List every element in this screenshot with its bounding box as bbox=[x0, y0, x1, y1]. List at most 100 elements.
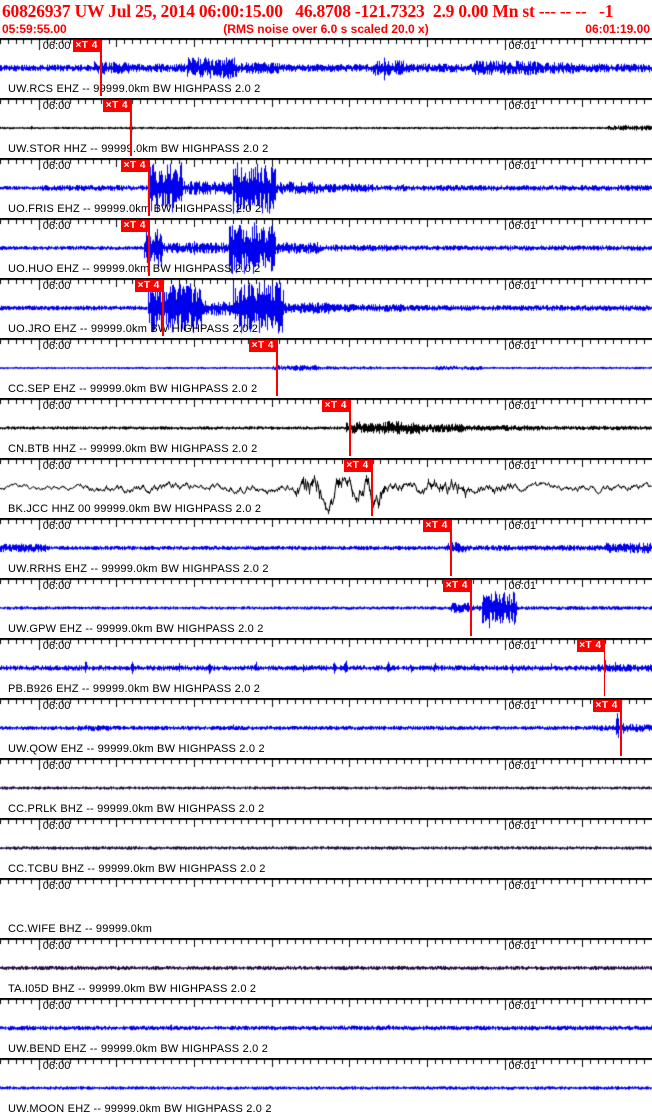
pick-flag[interactable]: ×T 4 bbox=[103, 100, 131, 112]
trace-row: 06:00 06:01 BK.JCC HHZ 00 99999.0km BW HIG… bbox=[0, 458, 652, 518]
minute-label: 06:01 bbox=[508, 640, 537, 652]
waveform-canvas[interactable] bbox=[0, 158, 652, 218]
pick-time-line[interactable] bbox=[349, 400, 351, 456]
pick-time-line[interactable] bbox=[148, 160, 150, 216]
pick-time-line[interactable] bbox=[620, 700, 622, 756]
minute-label: 06:00 bbox=[42, 700, 71, 712]
trace-row: 06:00 06:01 UO.FRIS EHZ -- 99999.0km BW HI… bbox=[0, 158, 652, 218]
minute-label: 06:01 bbox=[508, 820, 537, 832]
pick-flag[interactable]: ×T 4 bbox=[593, 700, 621, 712]
trace-row: 06:00 06:01 UW.BEND EHZ -- 99999.0km BW HI… bbox=[0, 998, 652, 1058]
minute-label: 06:01 bbox=[508, 760, 537, 772]
minute-label: 06:00 bbox=[42, 220, 71, 232]
waveform-canvas[interactable] bbox=[0, 1058, 652, 1118]
waveform-canvas[interactable] bbox=[0, 518, 652, 578]
pick-flag[interactable]: ×T 4 bbox=[249, 340, 277, 352]
waveform-canvas[interactable] bbox=[0, 458, 652, 518]
station-channel-label: UW.MOON EHZ -- 99999.0km BW HIGHPASS 2.0… bbox=[8, 1103, 272, 1115]
pick-flag[interactable]: ×T 4 bbox=[73, 40, 101, 52]
waveform-canvas[interactable] bbox=[0, 758, 652, 818]
pick-flag[interactable]: ×T 4 bbox=[121, 220, 149, 232]
minute-label: 06:00 bbox=[42, 100, 71, 112]
pick-flag[interactable]: ×T 4 bbox=[135, 280, 163, 292]
minute-label: 06:00 bbox=[42, 280, 71, 292]
trace-row: 06:00 06:01 UO.JRO EHZ -- 99999.0km BW HIG… bbox=[0, 278, 652, 338]
minute-label: 06:00 bbox=[42, 580, 71, 592]
pick-flag[interactable]: ×T 4 bbox=[576, 640, 604, 652]
station-channel-label: CN.BTB HHZ -- 99999.0km BW HIGHPASS 2.0 … bbox=[8, 443, 258, 455]
trace-row: 06:00 06:01 PB.B926 EHZ -- 99999.0km BW HI… bbox=[0, 638, 652, 698]
trace-row: 06:00 06:01 UW.QOW EHZ -- 99999.0km BW HIG… bbox=[0, 698, 652, 758]
pick-flag[interactable]: ×T 4 bbox=[121, 160, 149, 172]
window-start-time: 05:59:55.00 bbox=[2, 22, 67, 36]
minute-label: 06:00 bbox=[42, 460, 71, 472]
station-channel-label: UW.RRHS EHZ -- 99999.0km BW HIGHPASS 2.0… bbox=[8, 563, 269, 575]
minute-label: 06:00 bbox=[42, 160, 71, 172]
waveform-canvas[interactable] bbox=[0, 578, 652, 638]
pick-time-line[interactable] bbox=[148, 220, 150, 276]
trace-row: 06:00 06:01 CC.SEP EHZ -- 99999.0km BW HIG… bbox=[0, 338, 652, 398]
pick-time-line[interactable] bbox=[276, 340, 278, 396]
station-channel-label: UW.STOR HHZ -- 99999.0km BW HIGHPASS 2.0… bbox=[8, 143, 269, 155]
pick-flag[interactable]: ×T 4 bbox=[344, 460, 372, 472]
pick-flag[interactable]: ×T 4 bbox=[322, 400, 350, 412]
trace-row: 06:00 06:01 UO.HUO EHZ -- 99999.0km BW HIG… bbox=[0, 218, 652, 278]
minute-label: 06:01 bbox=[508, 340, 537, 352]
minute-label: 06:01 bbox=[508, 940, 537, 952]
minute-label: 06:01 bbox=[508, 40, 537, 52]
minute-label: 06:00 bbox=[42, 1000, 71, 1012]
station-channel-label: CC.SEP EHZ -- 99999.0km BW HIGHPASS 2.0 … bbox=[8, 383, 258, 395]
trace-row: 06:00 06:01 CC.PRLK BHZ -- 99999.0km BW HI… bbox=[0, 758, 652, 818]
minute-label: 06:00 bbox=[42, 760, 71, 772]
minute-label: 06:00 bbox=[42, 520, 71, 532]
station-channel-label: UW.GPW EHZ -- 99999.0km BW HIGHPASS 2.0 … bbox=[8, 623, 264, 635]
pick-time-line[interactable] bbox=[130, 100, 132, 156]
waveform-canvas[interactable] bbox=[0, 638, 652, 698]
trace-list: 06:00 06:01 UW.RCS EHZ -- 99999.0km BW HIG… bbox=[0, 38, 652, 1118]
waveform-canvas[interactable] bbox=[0, 38, 652, 98]
minute-label: 06:01 bbox=[508, 520, 537, 532]
minute-label: 06:01 bbox=[508, 280, 537, 292]
minute-label: 06:00 bbox=[42, 340, 71, 352]
minute-label: 06:00 bbox=[42, 640, 71, 652]
trace-row: 06:00 06:01 CC.WIFE BHZ -- 99999.0km bbox=[0, 878, 652, 938]
window-end-time: 06:01:19.00 bbox=[585, 22, 650, 36]
station-channel-label: PB.B926 EHZ -- 99999.0km BW HIGHPASS 2.0… bbox=[8, 683, 261, 695]
trace-row: 06:00 06:01 UW.GPW EHZ -- 99999.0km BW HIG… bbox=[0, 578, 652, 638]
station-channel-label: CC.WIFE BHZ -- 99999.0km bbox=[8, 923, 153, 935]
pick-time-line[interactable] bbox=[603, 640, 606, 696]
minute-label: 06:01 bbox=[508, 1000, 537, 1012]
station-channel-label: UO.JRO EHZ -- 99999.0km BW HIGHPASS 2.0 … bbox=[8, 323, 259, 335]
waveform-canvas[interactable] bbox=[0, 938, 652, 998]
minute-label: 06:01 bbox=[508, 1060, 537, 1072]
station-channel-label: BK.JCC HHZ 00 99999.0km BW HIGHPASS 2.0 … bbox=[8, 503, 262, 515]
pick-time-line[interactable] bbox=[162, 280, 164, 336]
pick-time-line[interactable] bbox=[470, 580, 472, 636]
event-summary-header: 60826937 UW Jul 25, 2014 06:00:15.00 46.… bbox=[2, 1, 614, 21]
station-channel-label: CC.PRLK BHZ -- 99999.0km BW HIGHPASS 2.0… bbox=[8, 803, 265, 815]
station-channel-label: CC.TCBU BHZ -- 99999.0km BW HIGHPASS 2.0… bbox=[8, 863, 266, 875]
pick-flag[interactable]: ×T 4 bbox=[443, 580, 471, 592]
minute-label: 06:01 bbox=[508, 580, 537, 592]
waveform-canvas[interactable] bbox=[0, 278, 652, 338]
waveform-canvas[interactable] bbox=[0, 698, 652, 758]
trace-row: 06:00 06:01 UW.RRHS EHZ -- 99999.0km BW HI… bbox=[0, 518, 652, 578]
waveform-canvas[interactable] bbox=[0, 998, 652, 1058]
waveform-canvas[interactable] bbox=[0, 338, 652, 398]
minute-label: 06:01 bbox=[508, 220, 537, 232]
pick-time-line[interactable] bbox=[450, 520, 452, 576]
waveform-canvas[interactable] bbox=[0, 878, 652, 938]
scaling-note: (RMS noise over 6.0 s scaled 20.0 x) bbox=[223, 22, 429, 36]
pick-time-line[interactable] bbox=[371, 460, 373, 516]
minute-label: 06:01 bbox=[508, 460, 537, 472]
minute-label: 06:00 bbox=[42, 40, 71, 52]
minute-label: 06:00 bbox=[42, 940, 71, 952]
station-channel-label: UO.FRIS EHZ -- 99999.0km BW HIGHPASS 2.0… bbox=[8, 203, 262, 215]
pick-flag[interactable]: ×T 4 bbox=[423, 520, 451, 532]
pick-time-line[interactable] bbox=[100, 40, 102, 96]
minute-label: 06:00 bbox=[42, 820, 71, 832]
window-info-bar: 05:59:55.00 (RMS noise over 6.0 s scaled… bbox=[2, 22, 650, 38]
waveform-canvas[interactable] bbox=[0, 218, 652, 278]
trace-row: 06:00 06:01 CC.TCBU BHZ -- 99999.0km BW HI… bbox=[0, 818, 652, 878]
waveform-canvas[interactable] bbox=[0, 818, 652, 878]
